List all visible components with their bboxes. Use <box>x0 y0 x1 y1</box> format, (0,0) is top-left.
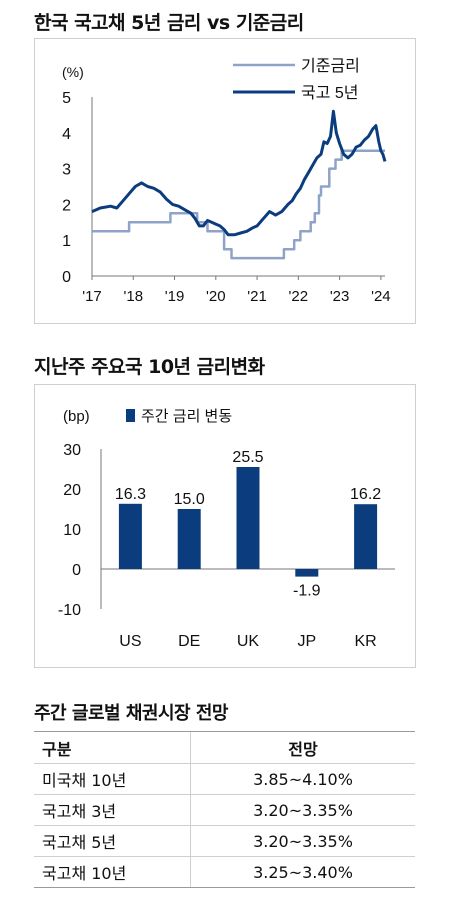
x-tick-label: '22 <box>289 288 309 305</box>
table-cell-outlook: 3.20~3.35% <box>190 825 415 857</box>
table-cell-category: 국고채 10년 <box>34 856 191 888</box>
table-row: 국고채 10년 3.25~3.40% <box>34 856 415 888</box>
category-label: DE <box>178 633 200 650</box>
y-tick-label: 0 <box>72 562 81 579</box>
x-tick-label: '23 <box>330 288 350 305</box>
x-tick-label: '21 <box>247 288 267 305</box>
x-tick-label: '20 <box>206 288 226 305</box>
table-header-row: 구분 전망 <box>34 731 415 764</box>
category-label: JP <box>297 633 316 650</box>
legend-label: 기준금리 <box>301 57 360 75</box>
table-cell-category: 미국채 10년 <box>34 763 191 795</box>
category-label: UK <box>237 633 260 650</box>
category-label: KR <box>354 633 376 650</box>
y-tick-label: 1 <box>62 233 71 250</box>
legend-label: 주간 금리 변동 <box>141 408 232 425</box>
table-cell-category: 국고채 3년 <box>34 794 191 826</box>
bar-chart: -10 0 10 20 30 (bp) 주간 금리 변동 16.3 US 15.0 DE 25.5 UK… <box>58 408 395 650</box>
table-cell-outlook: 3.20~3.35% <box>190 794 415 826</box>
data-label: 25.5 <box>232 449 263 466</box>
category-label: US <box>119 633 141 650</box>
bar-chart-panel: -10 0 10 20 30 (bp) 주간 금리 변동 16.3 US 15.0 DE 25.5 UK… <box>34 384 416 668</box>
data-label: 16.2 <box>350 486 381 503</box>
bar-chart-title: 지난주 주요국 10년 금리변화 <box>34 356 265 378</box>
series-line-base-rate <box>92 149 385 260</box>
x-tick-label: '17 <box>82 288 102 305</box>
outlook-table: 구분 전망 미국채 10년 3.85~4.10% 국고채 3년 3.20~3.3… <box>34 731 415 888</box>
bar <box>177 509 201 569</box>
bar <box>295 569 319 577</box>
data-label: 15.0 <box>174 491 205 508</box>
line-chart: 0 1 2 3 4 5 (%) '17 '18 '19 '20 '21 '22 '23 '24 기준금리국고 … <box>62 57 391 305</box>
y-tick-label: 30 <box>63 442 81 459</box>
x-tick-label: '19 <box>165 288 185 305</box>
y-tick-label: 4 <box>62 126 71 143</box>
x-tick-label: '18 <box>123 288 143 305</box>
y-tick-label: 5 <box>62 90 71 107</box>
data-label: -1.9 <box>293 583 321 600</box>
legend-swatch <box>126 409 135 422</box>
y-axis-label: (bp) <box>63 408 90 425</box>
y-axis-label: (%) <box>62 64 84 80</box>
table-row: 국고채 3년 3.20~3.35% <box>34 794 415 826</box>
table-cell-category: 국고채 5년 <box>34 825 191 857</box>
table-header-outlook: 전망 <box>190 731 415 764</box>
table-row: 미국채 10년 3.85~4.10% <box>34 763 415 795</box>
x-tick-label: '24 <box>371 288 391 305</box>
y-tick-label: 2 <box>62 197 71 214</box>
bar <box>118 503 142 569</box>
y-tick-label: 3 <box>62 162 71 179</box>
series-line-ktb-5y <box>91 109 387 237</box>
table-row: 국고채 5년 3.20~3.35% <box>34 825 415 857</box>
bar <box>236 467 260 569</box>
table-header-category: 구분 <box>34 731 191 764</box>
data-label: 16.3 <box>115 486 146 503</box>
table-title: 주간 글로벌 채권시장 전망 <box>34 703 228 724</box>
line-chart-title: 한국 국고채 5년 금리 vs 기준금리 <box>34 12 304 34</box>
y-tick-label: 0 <box>62 269 71 286</box>
table-cell-outlook: 3.85~4.10% <box>190 763 415 795</box>
table-cell-outlook: 3.25~3.40% <box>190 856 415 888</box>
legend-label: 국고 5년 <box>301 84 359 102</box>
y-tick-label: 20 <box>63 482 81 499</box>
y-tick-label: 10 <box>63 522 81 539</box>
y-tick-label: -10 <box>58 602 81 619</box>
bar <box>354 504 378 569</box>
